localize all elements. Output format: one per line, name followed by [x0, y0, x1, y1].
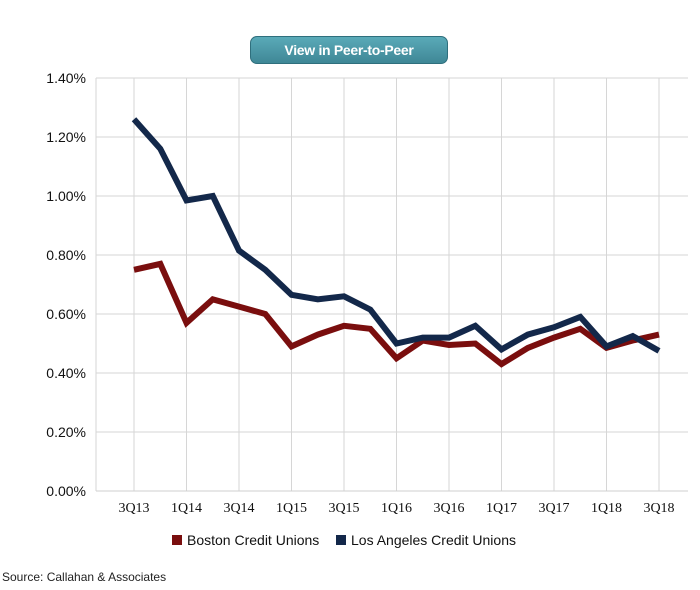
- x-tick-label: 3Q17: [538, 501, 569, 516]
- y-tick-label: 1.00%: [46, 188, 86, 204]
- x-tick-label: 3Q15: [328, 501, 359, 516]
- legend-label: Los Angeles Credit Unions: [351, 532, 516, 548]
- x-axis-tick-labels: 3Q13 1Q14 3Q14 1Q15 3Q15 1Q16 3Q16 1Q17 3Q17 1Q18…: [118, 501, 674, 516]
- legend-swatch: [336, 535, 346, 545]
- y-tick-label: 1.40%: [46, 70, 86, 86]
- x-tick-label: 3Q14: [223, 501, 254, 516]
- y-tick-label: 0.80%: [46, 247, 86, 263]
- line-chart: 0.00% 0.20% 0.40% 0.60% 0.80% 1.00% 1.20% 1.40%…: [46, 70, 688, 548]
- horizontal-gridlines: [96, 77, 688, 492]
- legend-swatch: [172, 535, 182, 545]
- y-axis-tick-labels: 0.00% 0.20% 0.40% 0.60% 0.80% 1.00% 1.20% 1.40%: [46, 70, 86, 499]
- y-tick-label: 0.00%: [46, 483, 86, 499]
- legend: Boston Credit Unions Los Angeles Credit U…: [172, 532, 516, 548]
- x-tick-label: 3Q18: [643, 501, 674, 516]
- x-tick-label: 3Q16: [433, 501, 464, 516]
- view-in-peer-to-peer-button[interactable]: View in Peer-to-Peer: [250, 36, 448, 64]
- y-tick-label: 1.20%: [46, 129, 86, 145]
- x-tick-label: 1Q15: [276, 501, 307, 516]
- x-tick-label: 1Q18: [591, 501, 622, 516]
- x-tick-label: 1Q17: [486, 501, 517, 516]
- y-tick-label: 0.60%: [46, 306, 86, 322]
- legend-label: Boston Credit Unions: [187, 532, 319, 548]
- source-note: Source: Callahan & Associates: [2, 570, 167, 584]
- plot-area-border: [95, 78, 688, 492]
- series-line-los-angeles: [131, 117, 661, 354]
- x-tick-label: 1Q14: [171, 501, 202, 516]
- y-tick-label: 0.40%: [46, 365, 86, 381]
- x-tick-label: 1Q16: [381, 501, 412, 516]
- x-tick-label: 3Q13: [118, 501, 149, 516]
- y-tick-label: 0.20%: [46, 424, 86, 440]
- series-lines: [131, 117, 661, 368]
- vertical-gridlines: [133, 78, 660, 491]
- series-line-boston: [133, 260, 660, 368]
